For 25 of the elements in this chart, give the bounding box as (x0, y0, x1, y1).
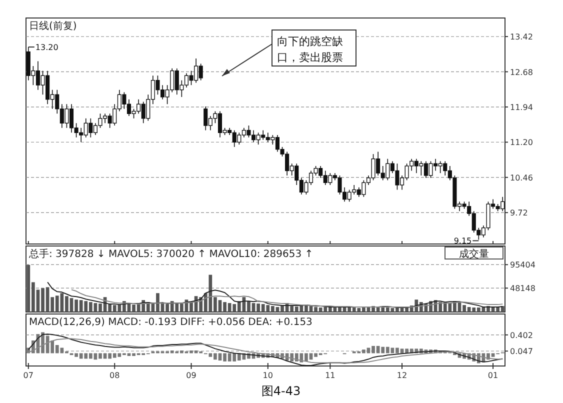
x-tick-label: 12 (396, 371, 408, 380)
y-tick-label: 0.047 (510, 347, 533, 356)
annotation: 日线(前复) (29, 20, 77, 32)
annotation: 13.20 (35, 43, 58, 52)
y-tick-label: 9.72 (510, 208, 528, 218)
caption: 图4-43 (261, 384, 301, 398)
y-tick-label: 10.46 (510, 173, 533, 182)
x-tick-label: 09 (186, 371, 196, 380)
y-tick-label: 48148 (510, 284, 536, 294)
annotation: 9.15 (454, 236, 472, 246)
annotation: MACD(12,26,9) MACD: -0.193 DIFF: +0.056 DEA: +0.153 (29, 317, 312, 328)
y-tick-label: 12.68 (510, 68, 533, 77)
x-tick-label: 11 (325, 371, 336, 380)
y-tick-label: 13.42 (510, 32, 533, 42)
annotation: 总手: 397828 ↓ MAVOL5: 370020 ↑ MAVOL10: 289653 ↑ (28, 248, 314, 260)
y-tick-label: 11.94 (510, 102, 533, 112)
y-tick-label: 95404 (510, 260, 536, 270)
x-tick-label: 07 (23, 371, 34, 380)
x-tick-label: 08 (110, 371, 120, 380)
annotation: 向下的跳空缺口，卖出股票 (277, 35, 343, 64)
y-tick-label: 11.20 (510, 138, 533, 148)
x-tick-label: 10 (262, 371, 273, 380)
x-tick-label: 01 (488, 371, 498, 380)
y-tick-label: 0.402 (510, 330, 533, 340)
annotation: 成交量 (459, 248, 489, 260)
